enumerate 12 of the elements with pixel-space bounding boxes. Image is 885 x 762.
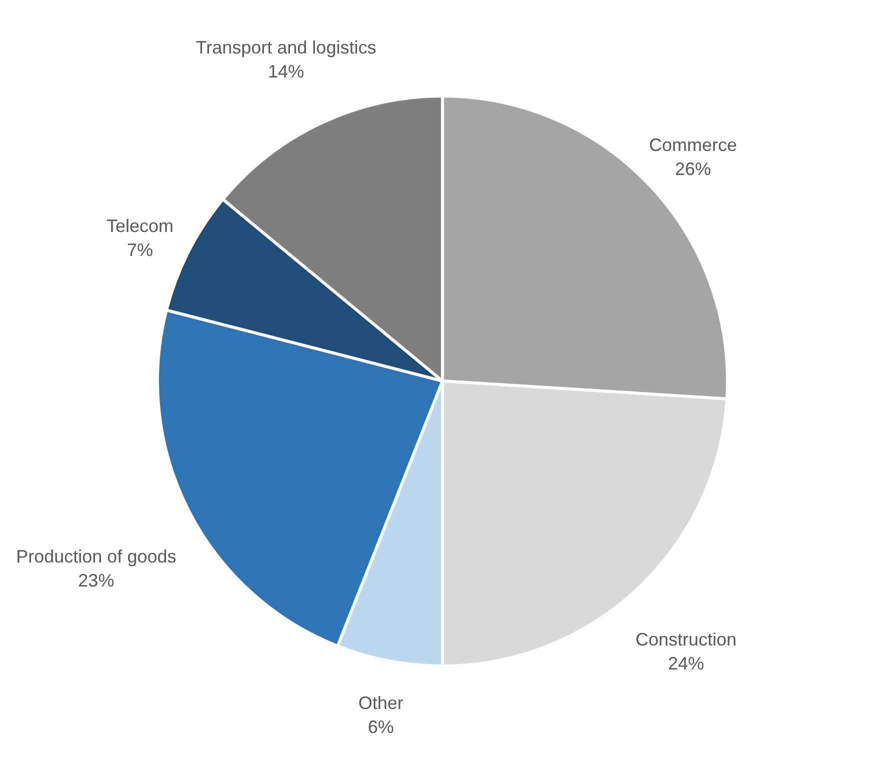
slice-label: Construction: [635, 629, 737, 650]
slice-label: Production of goods: [16, 546, 176, 566]
slice-label: Other: [358, 693, 404, 714]
data-label: 26%: [674, 158, 712, 179]
slice-label: Transport and logistics: [196, 37, 376, 58]
slice-label: Telecom: [106, 216, 174, 236]
data-label: 14%: [268, 61, 304, 82]
data-label: 24%: [668, 653, 704, 674]
data-label: 7%: [127, 240, 154, 260]
data-label: 23%: [78, 570, 114, 590]
slice-label: Commerce: [648, 134, 737, 155]
data-label: 6%: [368, 717, 394, 738]
